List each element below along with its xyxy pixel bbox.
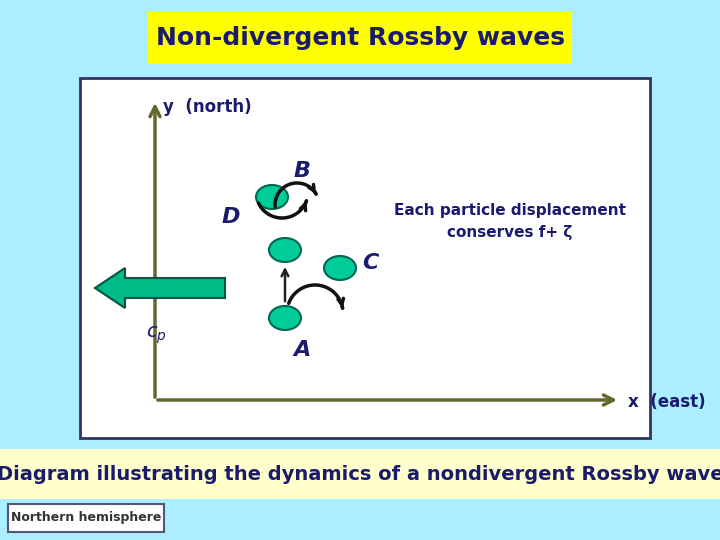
Ellipse shape [269, 238, 301, 262]
Ellipse shape [269, 306, 301, 330]
FancyArrow shape [95, 268, 225, 308]
Text: D: D [222, 207, 240, 227]
Bar [148, 12, 572, 64]
Text: A: A [293, 340, 310, 360]
Text: C: C [362, 253, 379, 273]
Text: Northern hemisphere: Northern hemisphere [11, 511, 161, 524]
Text: Non-divergent Rossby waves: Non-divergent Rossby waves [156, 26, 564, 50]
Ellipse shape [324, 256, 356, 280]
Text: $c_p$: $c_p$ [145, 325, 166, 347]
Text: B: B [294, 161, 311, 181]
Text: x  (east): x (east) [628, 393, 706, 411]
Bar [80, 78, 650, 438]
Text: Diagram illustrating the dynamics of a nondivergent Rossby wave: Diagram illustrating the dynamics of a n… [0, 464, 720, 483]
Text: Each particle displacement: Each particle displacement [394, 202, 626, 218]
Text: y  (north): y (north) [163, 98, 251, 116]
Bar [0, 449, 720, 499]
Text: conserves f+ ζ: conserves f+ ζ [447, 225, 572, 240]
FancyBboxPatch shape [8, 504, 164, 532]
Ellipse shape [256, 185, 288, 209]
